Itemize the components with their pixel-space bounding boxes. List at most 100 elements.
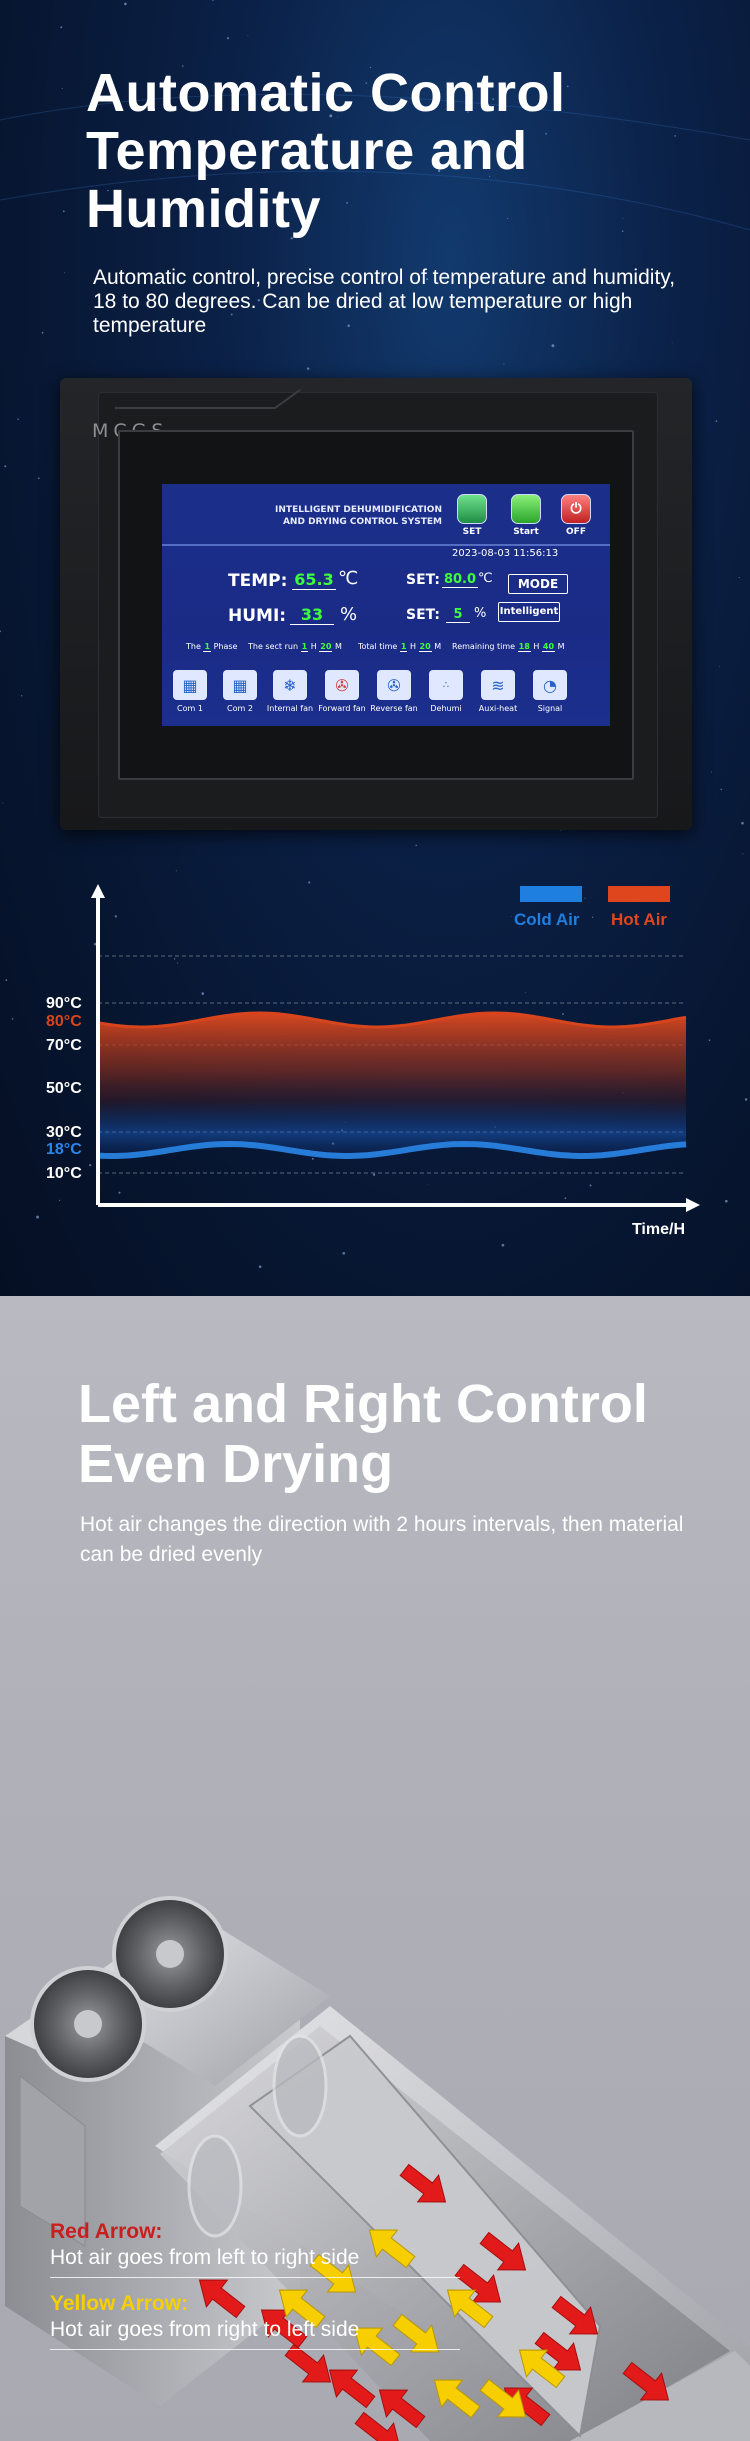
humi-set-value[interactable]: 5 <box>446 607 470 623</box>
yellow-arrow-icon <box>479 2378 527 2418</box>
phase-status: The 1 Phase <box>186 642 238 652</box>
temp-unit: ℃ <box>338 568 359 589</box>
droplets-icon: ∴ <box>429 670 463 700</box>
yellow-arrow-icon <box>278 2289 326 2329</box>
red-arrow-icon <box>378 2389 426 2429</box>
section-subtitle: Automatic control, precise control of te… <box>93 266 676 337</box>
screen-title-line2: AND DRYING CONTROL SYSTEM <box>282 517 442 527</box>
red-arrow-icon <box>622 2361 670 2401</box>
y-tick-label: 30°C <box>46 1124 82 1141</box>
yellow-arrow-icon <box>446 2289 494 2329</box>
cold-air-line <box>97 1140 687 1159</box>
section-title: Left and Right Control Even Drying <box>78 1374 648 1494</box>
temperature-humidity-section: Automatic Control Temperature and Humidi… <box>0 0 750 1296</box>
humi-value: 33 <box>290 605 334 625</box>
chart-axes <box>91 884 700 1212</box>
x-axis-arrow-icon <box>686 1198 700 1212</box>
y-tick-label: 90°C <box>46 995 82 1012</box>
fan-icon: ✇ <box>377 670 411 700</box>
signal-button[interactable]: ◔ Signal <box>526 670 574 713</box>
dryer-cutaway-illustration <box>5 1896 750 2441</box>
heater-icon: ≋ <box>481 670 515 700</box>
key-divider <box>50 2277 460 2278</box>
start-button[interactable]: Start <box>508 494 544 537</box>
key-divider <box>50 2349 460 2350</box>
temp-label: TEMP: <box>228 571 288 591</box>
start-button-label: Start <box>513 527 539 537</box>
legend-label-hot: Hot Air <box>611 910 668 929</box>
red-arrow-icon <box>198 2279 246 2319</box>
screen-title-line1: INTELLIGENT DEHUMIDIFICATION <box>275 505 442 515</box>
y-tick-label: 70°C <box>46 1037 82 1054</box>
red-arrow-icon <box>328 2369 376 2409</box>
red-arrow-icon <box>479 2231 527 2271</box>
humi-set-unit: % <box>474 606 487 621</box>
forward-fan-button[interactable]: ✇ Forward fan <box>318 670 366 713</box>
legend-swatch-cold <box>520 886 582 902</box>
com2-button[interactable]: ▦ Com 2 <box>216 670 264 713</box>
dehumi-button[interactable]: ∴ Dehumi <box>422 670 470 713</box>
legend-swatch-hot <box>608 886 670 902</box>
off-button-label: OFF <box>566 527 586 537</box>
red-arrow-title: Red Arrow: <box>50 2220 163 2243</box>
y-tick-label: 50°C <box>46 1080 82 1097</box>
start-icon <box>511 494 541 524</box>
yellow-arrow-icon <box>433 2379 481 2419</box>
set-button-label: SET <box>462 527 482 537</box>
red-arrow-icon <box>284 2343 332 2383</box>
legend-label-cold: Cold Air <box>514 910 580 929</box>
y-axis-arrow-icon <box>91 884 105 898</box>
com1-button[interactable]: ▦ Com 1 <box>166 670 214 713</box>
humi-unit: % <box>340 604 358 625</box>
yellow-arrow-text: Hot air goes from right to left side <box>50 2318 360 2341</box>
starfield-background <box>0 0 750 1268</box>
screen-divider <box>162 544 610 546</box>
internal-fan-button[interactable]: ❄ Internal fan <box>266 670 314 713</box>
red-arrow-text: Hot air goes from left to right side <box>50 2246 360 2269</box>
auxi-heat-button[interactable]: ≋ Auxi-heat <box>474 670 522 713</box>
sect-run-status: The sect run 1 H 20 M <box>248 642 342 652</box>
touch-screen: INTELLIGENT DEHUMIDIFICATION AND DRYING … <box>162 484 610 726</box>
temp-set-value[interactable]: 80.0 <box>442 572 478 588</box>
set-icon <box>457 494 487 524</box>
yellow-arrow-title: Yellow Arrow: <box>50 2292 189 2315</box>
x-axis-label: Time/H <box>632 1221 685 1238</box>
chart-bands <box>97 1011 687 1159</box>
yellow-arrow-icon <box>392 2313 440 2353</box>
yellow-arrow-icon <box>353 2327 401 2367</box>
power-icon: ⏻ <box>561 494 591 524</box>
red-arrow-icon <box>260 2309 308 2349</box>
signal-icon: ◔ <box>533 670 567 700</box>
humi-label: HUMI: <box>228 606 287 626</box>
red-arrow-icon <box>454 2263 502 2303</box>
temp-set-label: SET: <box>406 572 441 588</box>
temp-set-unit: ℃ <box>478 571 493 586</box>
red-arrow-icon <box>399 2163 447 2203</box>
datetime: 2023-08-03 11:56:13 <box>452 548 559 559</box>
fan-icon <box>30 1896 228 2082</box>
red-arrow-icon <box>551 2295 599 2335</box>
temperature-chart: 90°C80°C 70°C 50°C 30°C18°C 10°C Time/H <box>46 884 700 1238</box>
screen-title: INTELLIGENT DEHUMIDIFICATION AND DRYING … <box>172 504 442 528</box>
reverse-fan-button[interactable]: ✇ Reverse fan <box>370 670 418 713</box>
intelligent-button[interactable]: Intelligent <box>498 602 560 622</box>
y-tick-label: 80°C <box>46 1013 82 1030</box>
fan-icon: ✇ <box>325 670 359 700</box>
chart-tick-labels: 90°C80°C 70°C 50°C 30°C18°C 10°C <box>46 995 82 1182</box>
section-subtitle: Hot air changes the direction with 2 hou… <box>80 1513 684 1566</box>
total-time-status: Total time 1 H 20 M <box>358 642 442 652</box>
yellow-arrow-icon <box>309 2253 357 2293</box>
mode-button[interactable]: MODE <box>508 574 568 594</box>
y-tick-label: 10°C <box>46 1165 82 1182</box>
red-arrow-icon <box>534 2331 582 2371</box>
y-tick-label: 18°C <box>46 1141 82 1158</box>
humi-set-label: SET: <box>406 607 441 623</box>
compressor-icon: ▦ <box>173 670 207 700</box>
set-button[interactable]: SET <box>454 494 490 537</box>
yellow-arrow-icon <box>518 2349 566 2389</box>
temp-value: 65.3 <box>292 570 336 590</box>
off-button[interactable]: ⏻ OFF <box>558 494 594 537</box>
snowflake-icon: ❄ <box>273 670 307 700</box>
left-right-control-section: Left and Right Control Even Drying Hot a… <box>0 1296 750 2441</box>
compressor-icon: ▦ <box>223 670 257 700</box>
